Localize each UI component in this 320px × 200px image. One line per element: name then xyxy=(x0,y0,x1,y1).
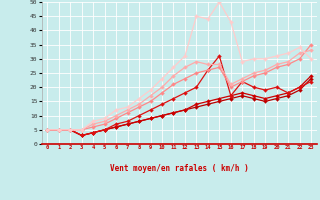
X-axis label: Vent moyen/en rafales ( km/h ): Vent moyen/en rafales ( km/h ) xyxy=(110,164,249,173)
